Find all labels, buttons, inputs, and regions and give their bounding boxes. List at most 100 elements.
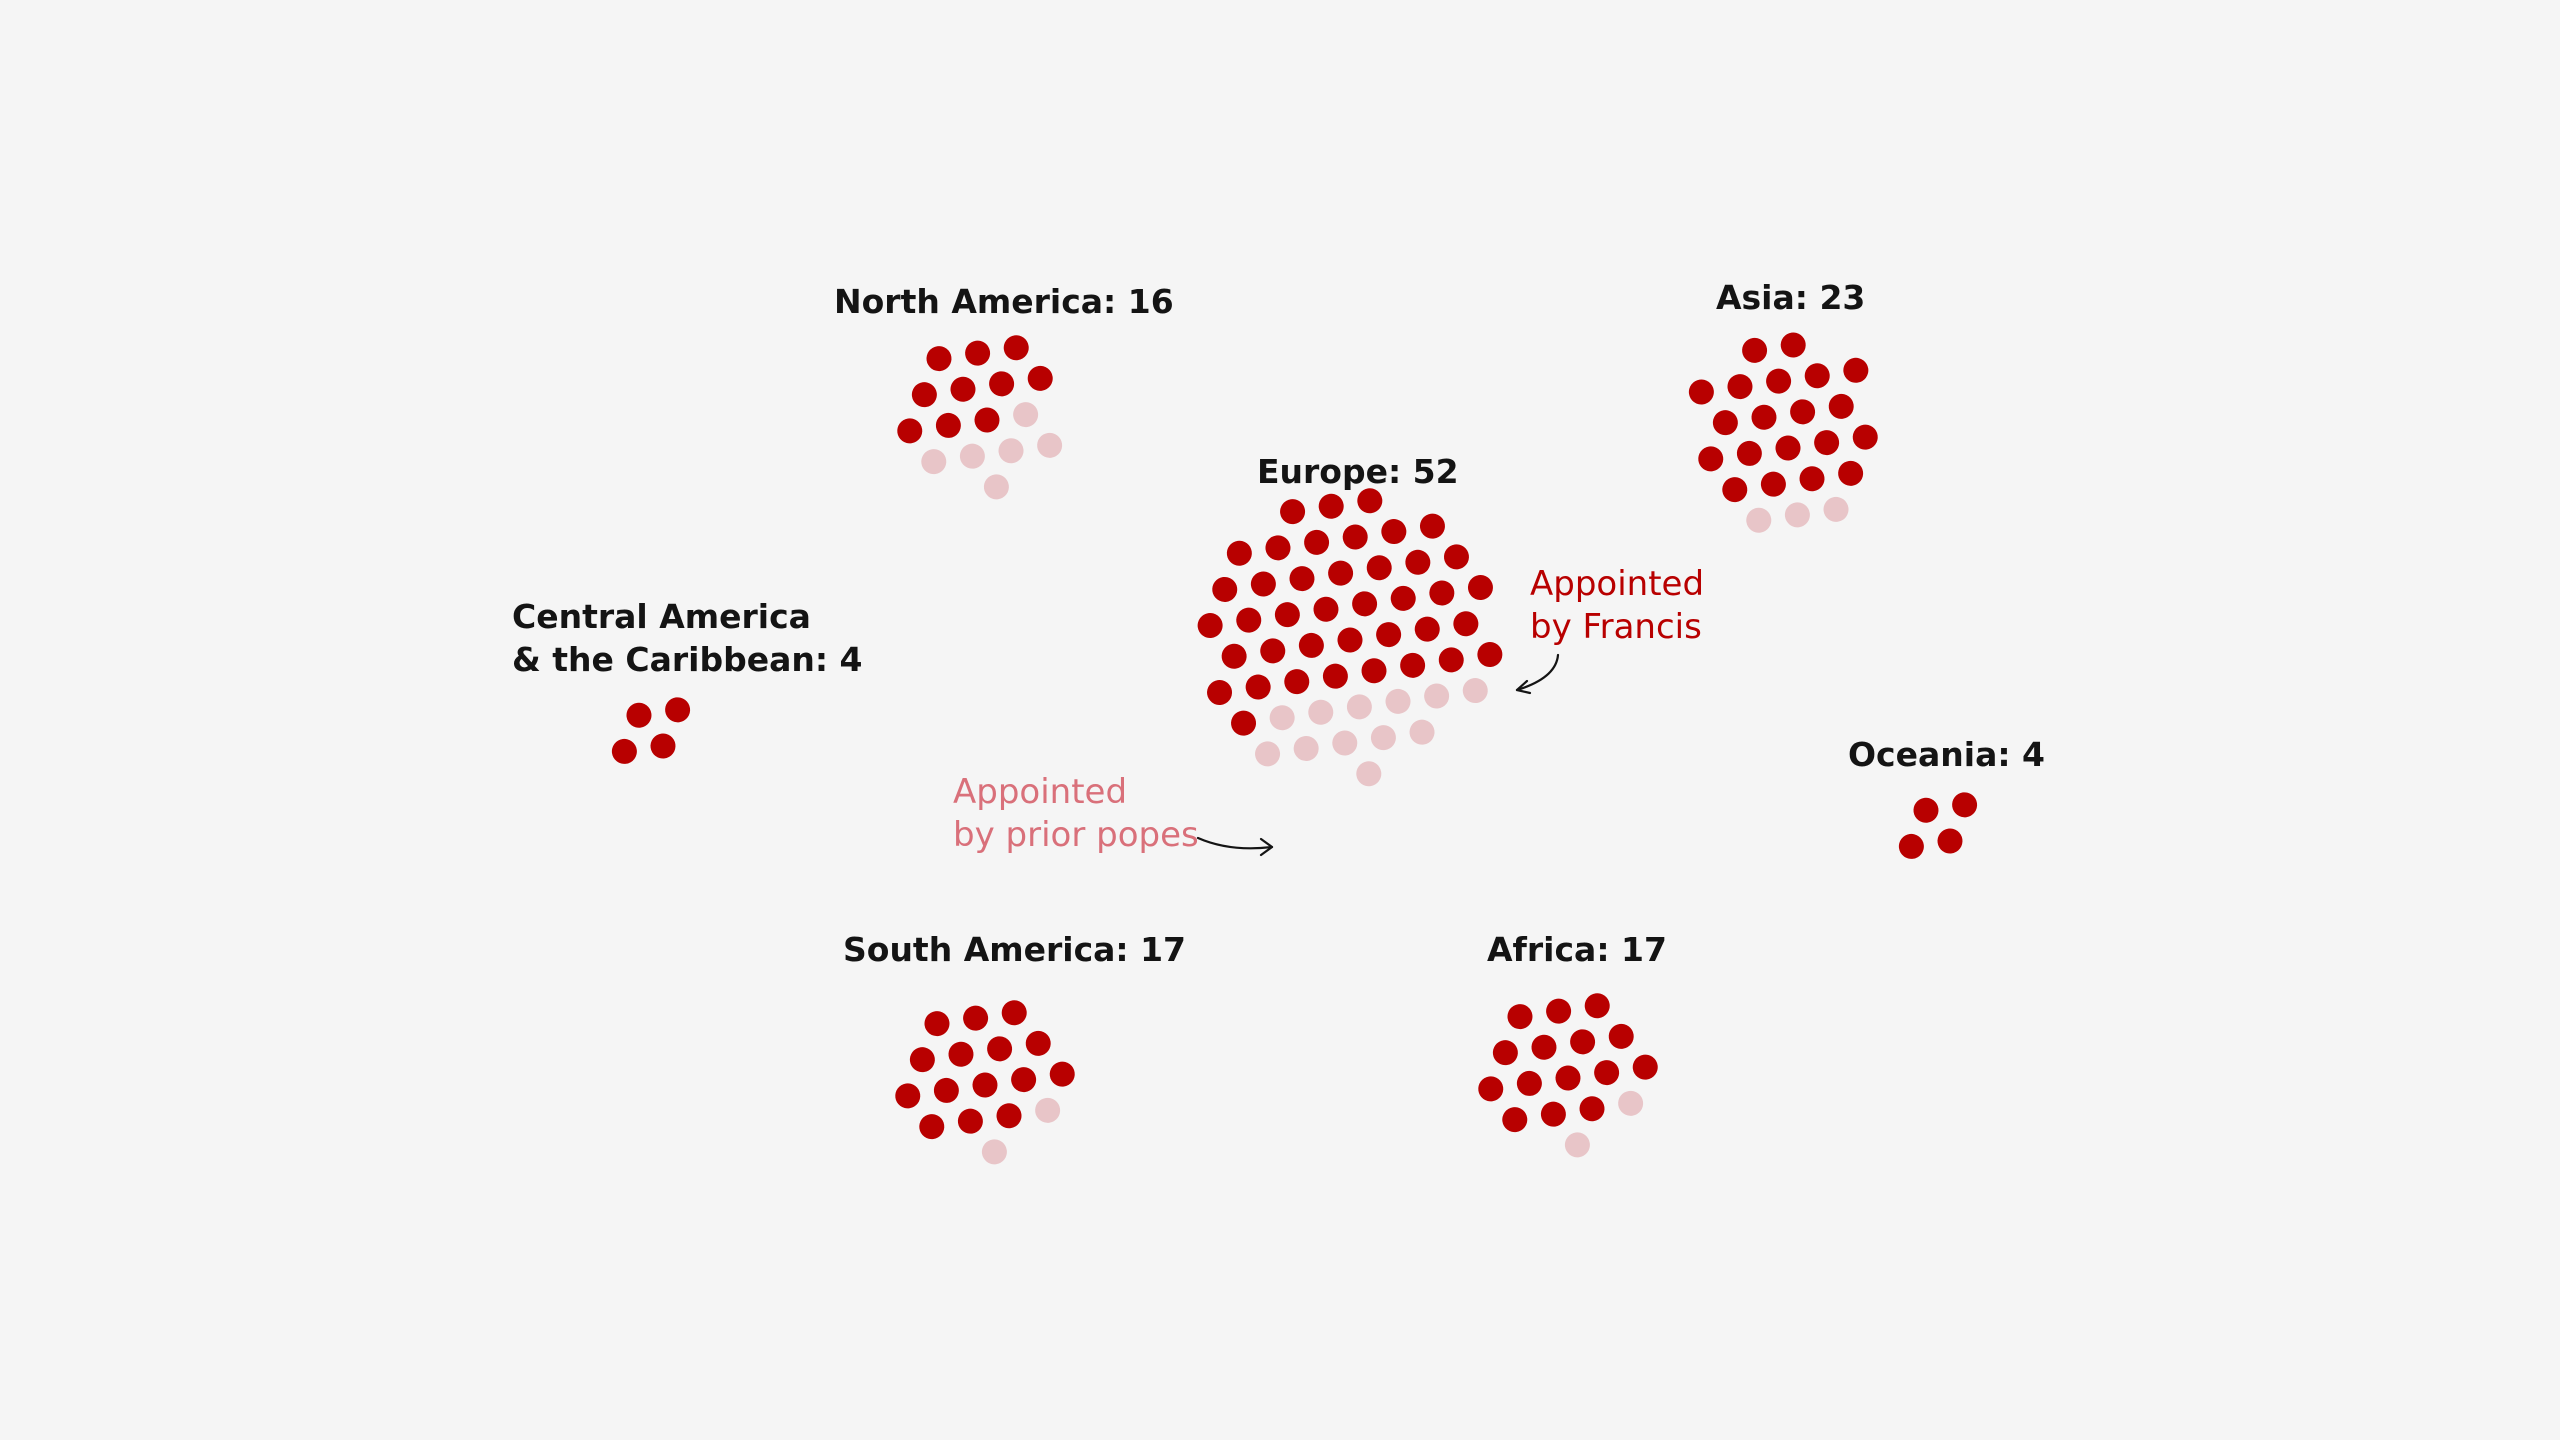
dot-francis bbox=[1265, 535, 1291, 561]
region-label-asia: Asia: 23 bbox=[1716, 278, 1866, 317]
dot-francis bbox=[1337, 627, 1363, 653]
dot-francis bbox=[957, 1108, 983, 1134]
dot-francis bbox=[1838, 460, 1864, 486]
dot-francis bbox=[1419, 513, 1445, 539]
dot-prior-popes bbox=[1269, 705, 1295, 731]
dot-francis bbox=[1632, 1054, 1658, 1080]
dot-francis bbox=[935, 412, 961, 438]
dot-prior-popes bbox=[1346, 694, 1372, 720]
dot-francis bbox=[1594, 1060, 1620, 1086]
dot-francis bbox=[1608, 1023, 1634, 1049]
dot-francis bbox=[1405, 549, 1431, 575]
dot-francis bbox=[911, 382, 937, 408]
dot-francis bbox=[1852, 424, 1878, 450]
dot-francis bbox=[909, 1047, 935, 1073]
dot-francis bbox=[1313, 596, 1339, 622]
dot-francis bbox=[989, 371, 1015, 397]
dot-francis bbox=[1400, 652, 1426, 678]
dot-francis bbox=[933, 1077, 959, 1103]
dot-francis bbox=[1570, 1029, 1596, 1055]
dot-francis bbox=[1492, 1040, 1518, 1066]
dot-francis bbox=[948, 1041, 974, 1067]
dot-francis bbox=[1453, 611, 1479, 637]
dot-prior-popes bbox=[1618, 1090, 1644, 1116]
dot-prior-popes bbox=[1332, 730, 1358, 756]
dot-francis bbox=[1322, 663, 1348, 689]
dot-francis bbox=[1361, 658, 1387, 684]
dot-francis bbox=[1274, 602, 1300, 628]
dot-francis bbox=[1584, 993, 1610, 1019]
dot-francis bbox=[1937, 828, 1963, 854]
dot-francis bbox=[1250, 571, 1276, 597]
dot-prior-popes bbox=[1409, 719, 1435, 745]
dot-francis bbox=[1478, 1076, 1504, 1102]
dot-francis bbox=[1197, 613, 1223, 639]
dot-francis bbox=[1298, 632, 1324, 658]
cluster-africa bbox=[1478, 993, 1658, 1158]
dot-francis bbox=[1443, 544, 1469, 570]
dot-francis bbox=[1477, 641, 1503, 667]
dot-francis bbox=[1712, 410, 1738, 436]
cluster-north-america bbox=[897, 335, 1063, 500]
dot-francis bbox=[1727, 374, 1753, 400]
dot-francis bbox=[974, 407, 1000, 433]
dot-francis bbox=[1742, 337, 1768, 363]
dot-prior-popes bbox=[1356, 761, 1382, 787]
arrow-prior-head bbox=[1259, 837, 1274, 857]
dot-prior-popes bbox=[1370, 725, 1396, 751]
dot-francis bbox=[650, 733, 676, 759]
dot-francis bbox=[1027, 365, 1053, 391]
dot-francis bbox=[963, 1005, 989, 1031]
dot-prior-popes bbox=[1255, 741, 1281, 767]
dot-francis bbox=[1555, 1065, 1581, 1091]
dot-francis bbox=[1221, 643, 1247, 669]
region-label-oceania: Oceania: 4 bbox=[1848, 735, 2045, 774]
dot-francis bbox=[1913, 797, 1939, 823]
dot-francis bbox=[926, 346, 952, 372]
dot-francis bbox=[924, 1011, 950, 1037]
dot-francis bbox=[1003, 335, 1029, 361]
dot-francis bbox=[919, 1114, 945, 1140]
dot-francis bbox=[1381, 519, 1407, 545]
dot-francis bbox=[611, 738, 637, 764]
cluster-europe bbox=[1197, 488, 1503, 787]
dot-prior-popes bbox=[1385, 688, 1411, 714]
dot-francis bbox=[1429, 580, 1455, 606]
dot-francis bbox=[1540, 1101, 1566, 1127]
dot-francis bbox=[1546, 998, 1572, 1024]
dot-francis bbox=[1207, 679, 1233, 705]
region-label-north-america: North America: 16 bbox=[834, 282, 1174, 321]
dot-francis bbox=[1328, 560, 1354, 586]
dot-prior-popes bbox=[1013, 402, 1039, 428]
dot-francis bbox=[950, 376, 976, 402]
cluster-central-america-the-caribbean bbox=[611, 697, 691, 764]
dot-francis bbox=[1688, 379, 1714, 405]
annotation-francis: Appointed by Francis bbox=[1530, 564, 1705, 647]
dot-francis bbox=[1502, 1107, 1528, 1133]
dot-francis bbox=[1414, 616, 1440, 642]
dot-francis bbox=[895, 1083, 921, 1109]
dot-francis bbox=[1025, 1030, 1051, 1056]
dot-francis bbox=[1390, 585, 1416, 611]
dot-francis bbox=[1751, 404, 1777, 430]
dot-francis bbox=[1049, 1061, 1075, 1087]
dot-francis bbox=[1236, 607, 1262, 633]
dot-francis bbox=[1376, 622, 1402, 648]
dot-francis bbox=[1352, 591, 1378, 617]
dot-francis bbox=[665, 697, 691, 723]
dot-francis bbox=[1212, 576, 1238, 602]
dot-francis bbox=[1467, 575, 1493, 601]
dot-francis bbox=[1780, 332, 1806, 358]
dot-prior-popes bbox=[1746, 507, 1772, 533]
dot-prior-popes bbox=[959, 443, 985, 469]
region-label-central-america: Central America & the Caribbean: 4 bbox=[512, 597, 863, 679]
dot-prior-popes bbox=[921, 449, 947, 475]
dot-francis bbox=[965, 340, 991, 366]
dot-francis bbox=[1698, 446, 1724, 472]
dot-francis bbox=[1318, 493, 1344, 519]
dot-prior-popes bbox=[1784, 502, 1810, 528]
dot-francis bbox=[897, 418, 923, 444]
dot-prior-popes bbox=[1462, 678, 1488, 704]
